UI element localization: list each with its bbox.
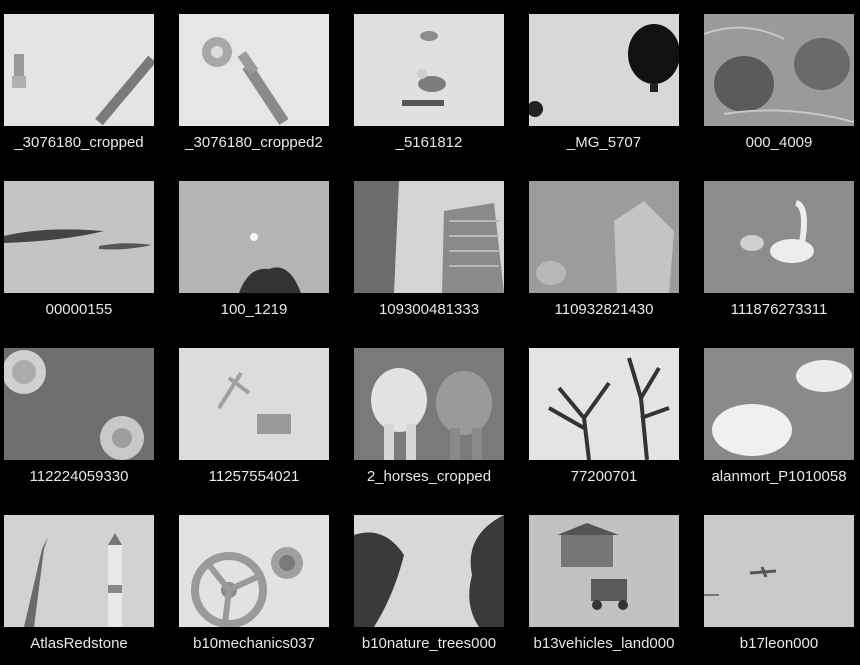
gallery-item-caption: 110932821430: [554, 301, 654, 318]
truck-cabin-photo[interactable]: [529, 515, 679, 627]
gallery-item-caption: 109300481333: [378, 301, 480, 318]
gallery-item-caption: b10mechanics037: [193, 635, 315, 652]
skyscrapers-photo[interactable]: [354, 181, 504, 293]
gallery-item[interactable]: b17leon000: [704, 515, 854, 665]
gallery-item-caption: 00000155: [45, 301, 113, 318]
gallery-item[interactable]: AtlasRedstone: [4, 515, 154, 665]
sand-toys-photo[interactable]: [179, 348, 329, 460]
gallery-item[interactable]: 100_1219: [179, 181, 329, 331]
gallery-item-caption: b13vehicles_land000: [533, 635, 675, 652]
gallery-item[interactable]: _3076180_cropped2: [179, 14, 329, 164]
trees-sky-photo[interactable]: [354, 515, 504, 627]
mushrooms-grass-photo[interactable]: [4, 348, 154, 460]
rocks-water-photo[interactable]: [529, 181, 679, 293]
screw-bolt-photo[interactable]: [179, 14, 329, 126]
gallery-item-caption: 000_4009: [745, 134, 813, 151]
gallery-item[interactable]: b10mechanics037: [179, 515, 329, 665]
screws-photo[interactable]: [4, 14, 154, 126]
gallery-item-caption: alanmort_P1010058: [711, 468, 847, 485]
gallery-item[interactable]: 110932821430: [529, 181, 679, 331]
gallery-item-caption: _3076180_cropped2: [185, 134, 323, 151]
airplane-sky-photo[interactable]: [704, 515, 854, 627]
gallery-item[interactable]: 112224059330: [4, 348, 154, 498]
gallery-item[interactable]: 111876273311: [704, 181, 854, 331]
gallery-item-caption: 112224059330: [29, 468, 129, 485]
gallery-item-caption: 77200701: [570, 468, 638, 485]
moon-tree-photo[interactable]: [179, 181, 329, 293]
gallery-item[interactable]: _3076180_cropped: [4, 14, 154, 164]
valve-wheel-photo[interactable]: [179, 515, 329, 627]
gallery-item[interactable]: b13vehicles_land000: [529, 515, 679, 665]
gallery-item[interactable]: 109300481333: [354, 181, 504, 331]
gallery-item-caption: b17leon000: [739, 635, 819, 652]
gallery-item[interactable]: b10nature_trees000: [354, 515, 504, 665]
swans-resting-photo[interactable]: [704, 348, 854, 460]
gallery-item[interactable]: 000_4009: [704, 14, 854, 164]
rockets-photo[interactable]: [4, 515, 154, 627]
gallery-item-caption: 100_1219: [220, 301, 288, 318]
pine-cones-photo[interactable]: [704, 14, 854, 126]
gallery-item[interactable]: 77200701: [529, 348, 679, 498]
swans-photo[interactable]: [704, 181, 854, 293]
gallery-item[interactable]: 2_horses_cropped: [354, 348, 504, 498]
clouds-sky-photo[interactable]: [4, 181, 154, 293]
gallery-item[interactable]: _MG_5707: [529, 14, 679, 164]
hot-air-balloon-photo[interactable]: [529, 14, 679, 126]
gallery-item-caption: 111876273311: [730, 301, 828, 318]
seagulls-photo[interactable]: [354, 14, 504, 126]
two-horses-photo[interactable]: [354, 348, 504, 460]
gallery-item-caption: _MG_5707: [566, 134, 642, 151]
gallery-item-caption: b10nature_trees000: [361, 635, 497, 652]
gallery-item-caption: AtlasRedstone: [30, 635, 128, 652]
gallery-item[interactable]: _5161812: [354, 14, 504, 164]
gallery-item-caption: _3076180_cropped: [14, 134, 144, 151]
gallery-item-caption: 2_horses_cropped: [366, 468, 492, 485]
gallery-item[interactable]: 11257554021: [179, 348, 329, 498]
dead-trees-photo[interactable]: [529, 348, 679, 460]
gallery-item-caption: 11257554021: [208, 468, 300, 485]
gallery-item-caption: _5161812: [395, 134, 463, 151]
gallery-item[interactable]: alanmort_P1010058: [704, 348, 854, 498]
gallery-item[interactable]: 00000155: [4, 181, 154, 331]
